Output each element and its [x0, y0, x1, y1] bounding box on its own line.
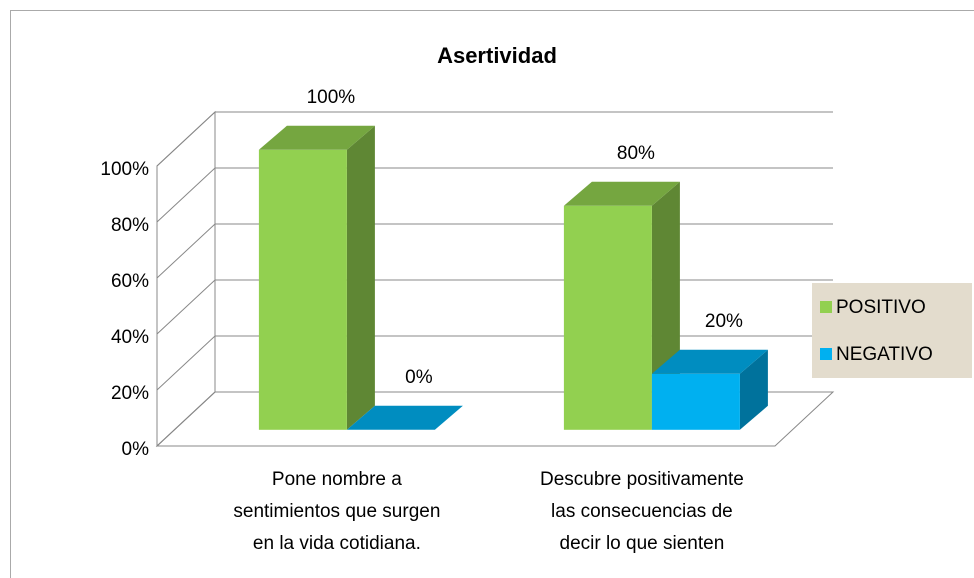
bar	[651, 373, 740, 430]
y-tick-label: 0%	[122, 439, 150, 460]
y-tick-label: 60%	[111, 271, 149, 292]
bar-top	[258, 125, 375, 150]
data-label: 20%	[705, 311, 743, 332]
bar-top	[651, 349, 768, 374]
legend-label: POSITIVO	[836, 297, 926, 318]
y-tick-label: 40%	[111, 327, 149, 348]
bar-top	[346, 405, 463, 430]
data-label: 80%	[617, 143, 655, 164]
legend-label: NEGATIVO	[836, 344, 933, 365]
legend-swatch	[820, 348, 832, 360]
y-tick-label: 20%	[111, 383, 149, 404]
y-tick-label: 80%	[111, 215, 149, 236]
bar-top	[563, 181, 680, 206]
bar	[563, 205, 652, 430]
y-tick-label: 100%	[100, 159, 149, 180]
x-tick-label: Descubre positivamente las consecuencias…	[539, 469, 744, 554]
data-label: 0%	[405, 367, 433, 388]
legend-swatch	[820, 301, 832, 313]
legend	[812, 283, 972, 378]
bar	[258, 149, 347, 430]
grid-line	[156, 111, 833, 167]
bar-side	[739, 349, 768, 430]
bar-side	[346, 125, 375, 430]
grid-line	[156, 167, 833, 223]
data-label: 100%	[307, 87, 356, 108]
x-tick-label: Pone nombre a sentimientos que surgen en…	[233, 469, 441, 554]
chart-title: Asertividad	[437, 43, 557, 68]
